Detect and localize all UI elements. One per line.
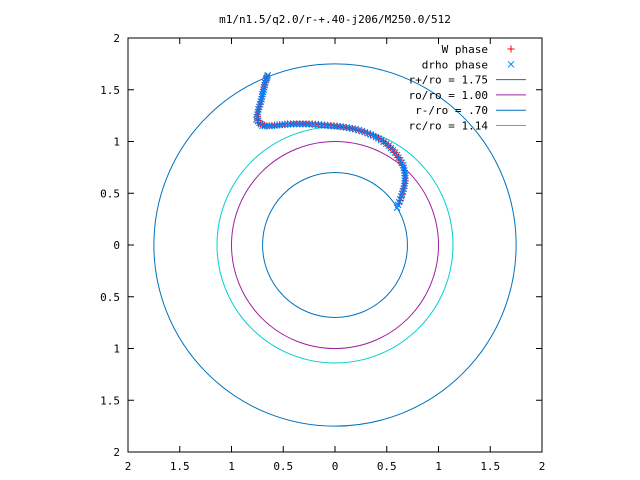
cross-marker [401,174,409,182]
x-tick-label: 1.5 [480,460,500,473]
cross-marker [263,73,271,80]
cross-marker [293,120,301,128]
x-tick-label: 1 [435,460,442,473]
x-tick-label: 2 [125,460,132,473]
cross-marker [264,71,272,79]
legend-swatch [507,60,515,68]
radius-circle-3 [231,141,439,349]
y-tick-label: 2 [113,446,120,459]
radius-circle-4 [262,172,408,318]
x-tick-label: 1 [228,460,235,473]
legend-label: drho phase [422,58,488,71]
y-tick-label: 1.5 [100,394,120,407]
cross-marker [287,120,295,128]
x-tick-label: 2 [539,460,546,473]
x-tick-label: 1.5 [170,460,190,473]
y-tick-label: 0.5 [100,187,120,200]
chart-title: m1/n1.5/q2.0/r-+.40-j206/M250.0/512 [219,13,451,26]
legend-label: ro/ro = 1.00 [409,89,488,102]
legend-label: r-/ro = .70 [415,104,488,117]
legend-label: rc/ro = 1.14 [409,120,489,133]
legend: W phase drho phase r+/ro = 1.75 ro/ro = 1.0… [409,43,526,133]
y-tick-label: 1 [113,136,120,149]
cross-marker [400,164,408,172]
x-tick-label: 0 [332,460,339,473]
y-tick-label: 2 [113,32,120,45]
cross-marker [400,167,408,174]
y-tick-label: 1.5 [100,84,120,97]
y-tick-label: 0.5 [100,291,120,304]
cross-marker [254,108,262,116]
y-axis-tick-labels: 2 1.5 1 0.5 0 0.5 1 1.5 2 [100,32,120,459]
cross-marker [299,120,307,128]
cross-marker [290,120,297,128]
radius-circles [153,63,517,427]
radius-circle-5 [216,126,454,364]
phase-points [252,71,409,212]
x-axis-tick-labels: 2 1.5 1 0.5 0 0.5 1 1.5 2 [125,460,546,473]
axis-ticks [127,37,543,453]
legend-label: W phase [442,43,488,56]
legend-swatch [507,45,515,53]
cross-marker [402,172,409,180]
y-tick-label: 0 [113,239,120,252]
cross-marker [261,122,269,130]
y-tick-label: 1 [113,343,120,356]
cross-marker [254,111,261,118]
cross-marker [253,113,261,121]
series-1-markers [252,71,409,212]
x-tick-label: 0.5 [273,460,293,473]
cross-marker [401,169,409,177]
cross-marker [284,121,292,128]
cross-marker [252,116,260,124]
radius-circle-2 [153,63,517,427]
legend-label: r+/ro = 1.75 [409,74,488,87]
cross-marker [296,120,304,128]
cross-marker [302,120,310,128]
cross-marker [281,121,289,129]
x-tick-label: 0.5 [377,460,397,473]
